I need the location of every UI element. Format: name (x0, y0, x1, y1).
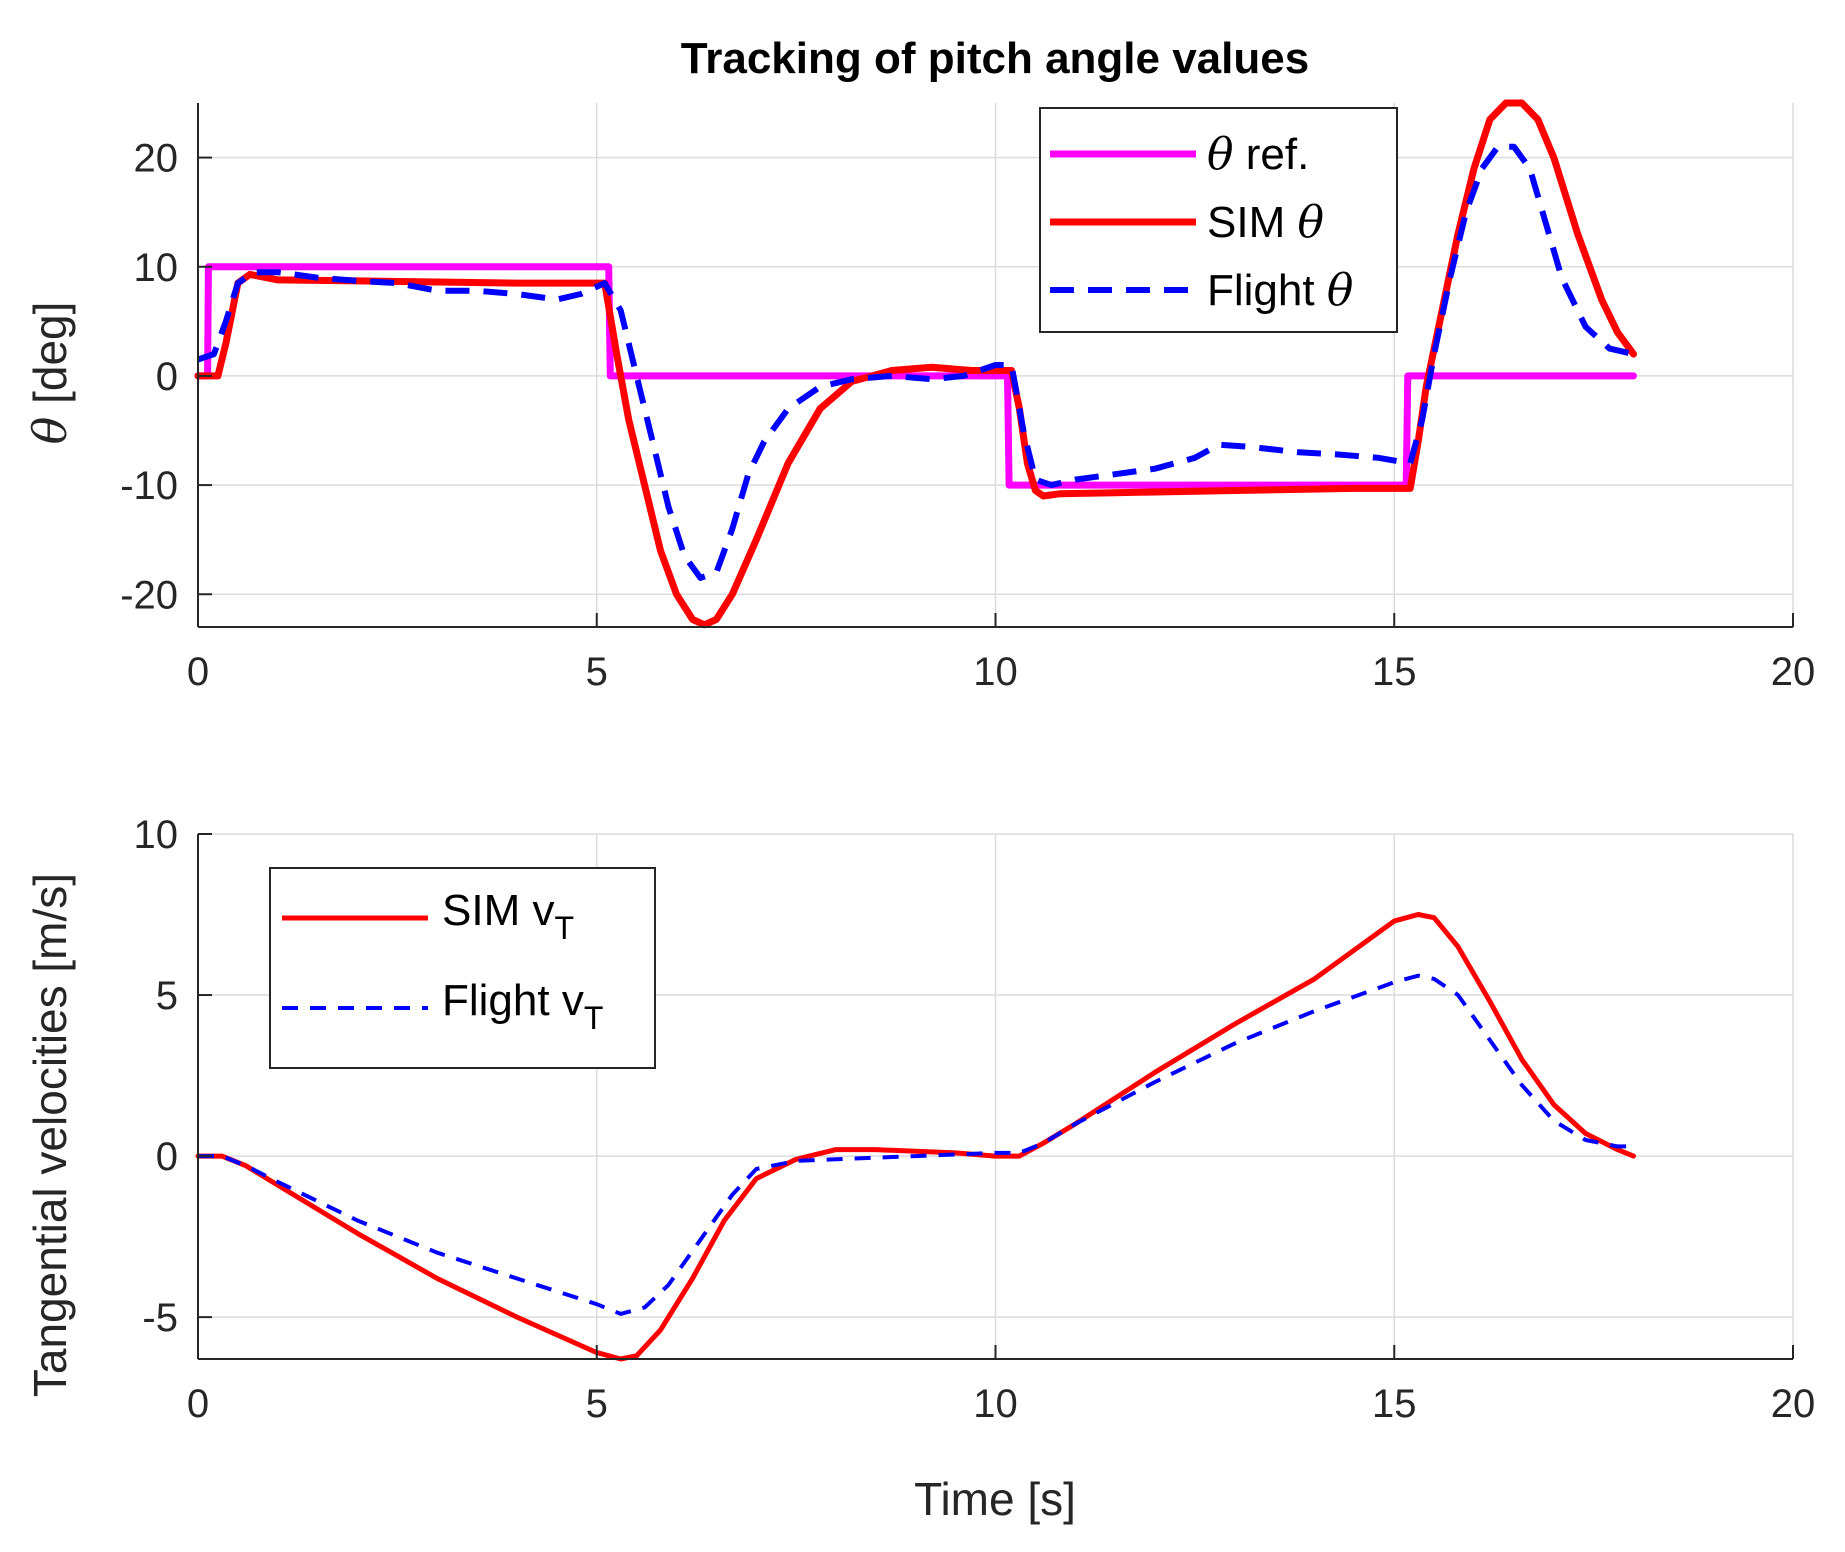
y-tick-label: 20 (134, 137, 179, 181)
legend-symbol: θ (1327, 265, 1354, 316)
series-line-flight (197, 143, 1635, 581)
x-tick-label: 20 (1771, 650, 1816, 694)
legend-symbol: θ (1207, 129, 1234, 180)
series-line-sim (195, 912, 1636, 1362)
legend-text: Flight (1207, 266, 1315, 315)
y-tick-label: -20 (120, 573, 178, 617)
x-tick-label: 0 (187, 650, 209, 694)
y-tick-label: 0 (156, 1135, 178, 1179)
y-axis-label: Tangential velocities [m/s] (24, 873, 76, 1397)
chart-title: Tracking of pitch angle values (681, 34, 1309, 83)
y-tick-label: 5 (156, 974, 178, 1018)
pitch-angle-chart: Tracking of pitch angle values 0 5 10 15 20 -… (23, 34, 1815, 694)
legend-label-sim-theta: SIM θ (1207, 197, 1324, 248)
legend-label-theta-ref: θ ref. (1207, 129, 1309, 180)
series-group (194, 99, 1637, 629)
x-axis-label: Time [s] (914, 1473, 1076, 1525)
legend-box (269, 867, 656, 1069)
axes: 0 5 10 15 20 -20 -10 0 10 20 (120, 103, 1815, 694)
x-tick-label: 15 (1372, 650, 1417, 694)
legend-text: SIM v (442, 886, 554, 935)
x-tick-label: 0 (187, 1382, 209, 1426)
y-tick-label: 10 (134, 246, 179, 290)
y-axis-label-unit: [deg] (24, 302, 76, 404)
y-tick-label: 0 (156, 355, 178, 399)
legend: θ ref. SIM θ Flight θ (1039, 107, 1398, 333)
series-line-sim (194, 99, 1637, 629)
series-line-reference (194, 263, 1637, 489)
legend-subscript: T (554, 910, 574, 946)
legend-label-flight-vt: Flight vT (442, 976, 603, 1036)
series-line-flight (198, 973, 1634, 1316)
y-tick-label: -5 (142, 1296, 178, 1340)
x-tick-label: 5 (586, 650, 608, 694)
legend-text: ref. (1246, 130, 1310, 179)
legend: SIM vT Flight vT (269, 867, 656, 1069)
x-tick-label: 5 (586, 1382, 608, 1426)
y-tick-label: -10 (120, 464, 178, 508)
legend-label-sim-vt: SIM vT (442, 886, 574, 946)
x-tick-label: 20 (1771, 1382, 1816, 1426)
legend-text: SIM (1207, 198, 1285, 247)
y-axis-label-symbol: θ (23, 417, 77, 445)
y-axis-label: θ [deg] (23, 302, 77, 445)
x-tick-label: 15 (1372, 1382, 1417, 1426)
x-tick-label: 10 (973, 1382, 1018, 1426)
legend-label-flight-theta: Flight θ (1207, 265, 1353, 316)
x-tick-label: 10 (973, 650, 1018, 694)
y-tick-label: 10 (134, 813, 179, 857)
legend-text: Flight v (442, 976, 584, 1025)
legend-symbol: θ (1297, 197, 1324, 248)
legend-subscript: T (584, 1000, 604, 1036)
series-group (195, 912, 1636, 1362)
